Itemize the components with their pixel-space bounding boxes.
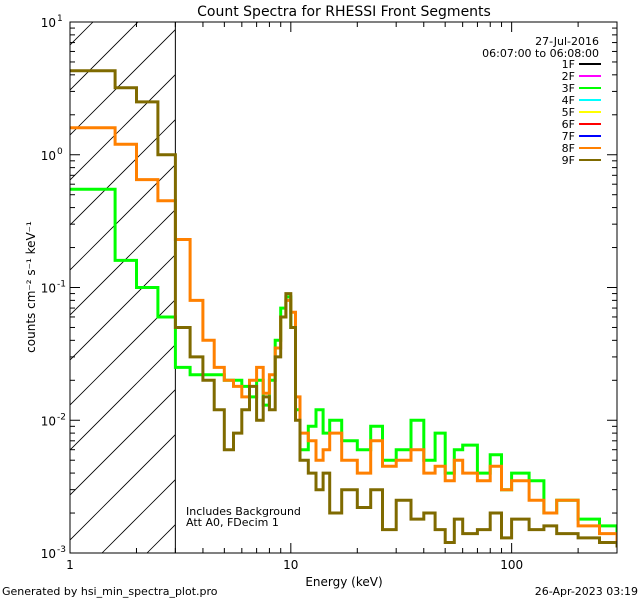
hatch-line	[70, 74, 176, 181]
legend-label-1F: 1F	[562, 58, 575, 71]
series-line-9F	[70, 69, 617, 548]
hatch-line	[70, 209, 176, 316]
hatch-line	[70, 22, 139, 91]
series-line-8F	[70, 126, 617, 543]
x-axis-label: Energy (keV)	[305, 575, 382, 589]
hatch-line	[70, 389, 176, 496]
series-group	[70, 69, 617, 548]
hatched-region	[70, 22, 176, 553]
date-label: 27-Jul-2016	[535, 35, 599, 48]
x-tick-label: 10	[283, 558, 298, 572]
annotation-attenuator: Att A0, FDecim 1	[186, 516, 279, 529]
y-tick-label-exponent: 1	[57, 14, 63, 24]
legend-label-2F: 2F	[562, 70, 575, 83]
annotation-includes-background: Includes Background	[186, 505, 301, 518]
time-range-label: 06:07:00 to 06:08:00	[482, 47, 599, 60]
y-tick-label: 10	[41, 282, 56, 296]
chart-title: Count Spectra for RHESSI Front Segments	[197, 4, 491, 20]
x-axis-ticks: 1 10 100	[66, 22, 618, 572]
hatch-line	[70, 299, 176, 406]
legend-label-7F: 7F	[562, 130, 575, 143]
legend-label-3F: 3F	[562, 82, 575, 95]
legend-label-5F: 5F	[562, 106, 575, 119]
y-tick-label-exponent: -2	[57, 412, 66, 422]
x-tick-label: 1	[66, 558, 74, 572]
legend-label-6F: 6F	[562, 118, 575, 131]
y-tick-label-exponent: 0	[57, 147, 63, 157]
y-tick-label-exponent: -1	[57, 280, 66, 290]
y-tick-label: 10	[41, 414, 56, 428]
legend-label-8F: 8F	[562, 142, 575, 155]
y-tick-label-exponent: -3	[57, 545, 66, 555]
legend-label-9F: 9F	[562, 154, 575, 167]
y-axis-label: counts cm⁻² s⁻¹ keV⁻¹	[24, 221, 38, 353]
legend-label-4F: 4F	[562, 94, 575, 107]
y-tick-label: 10	[41, 149, 56, 163]
x-tick-label: 100	[500, 558, 523, 572]
footer-timestamp: 26-Apr-2023 03:19	[535, 585, 638, 598]
hatch-line	[70, 29, 176, 136]
y-tick-label: 10	[41, 547, 56, 561]
y-tick-label: 10	[41, 16, 56, 30]
footer-generated-by: Generated by hsi_min_spectra_plot.pro	[2, 585, 218, 598]
hatch-line	[70, 434, 176, 541]
